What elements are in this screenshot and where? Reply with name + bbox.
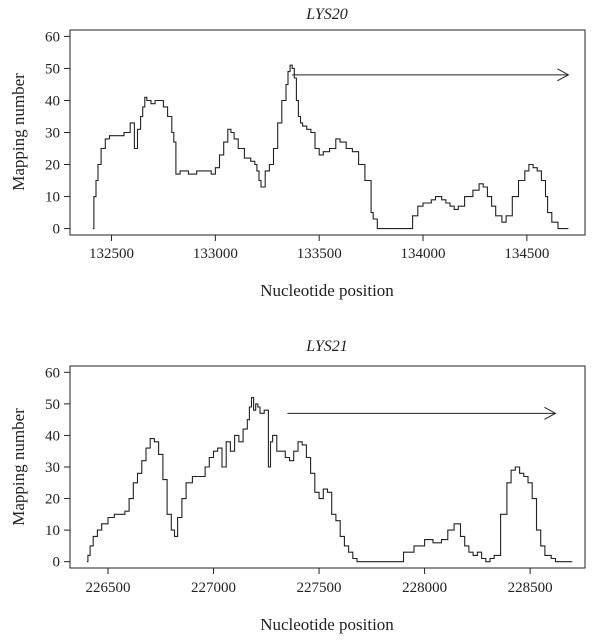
mapping-trace: [86, 397, 573, 563]
chart-panel-lys20: LYS20 Mapping number Nucleotide position…: [9, 6, 586, 300]
y-axis-label: Mapping number: [9, 73, 28, 191]
plot-frame: [69, 365, 586, 569]
y-tick-label: 20: [45, 158, 60, 174]
y-tick-label: 50: [45, 61, 60, 77]
y-tick-label: 50: [45, 397, 60, 413]
y-axis-label: Mapping number: [9, 408, 28, 526]
y-tick-label: 0: [53, 555, 61, 571]
x-tick-label: 133000: [193, 246, 238, 262]
y-tick-label: 10: [45, 523, 60, 539]
x-tick-label: 134000: [401, 246, 446, 262]
x-tick-label: 133500: [297, 246, 342, 262]
y-tick-label: 30: [45, 126, 60, 142]
x-tick-label: 227500: [297, 580, 342, 596]
y-tick-label: 20: [45, 492, 60, 508]
x-axis-label: Nucleotide position: [260, 615, 394, 634]
y-tick-label: 60: [45, 365, 60, 381]
x-tick-label: 132500: [89, 246, 134, 262]
y-tick-label: 40: [45, 428, 60, 444]
y-tick-label: 0: [53, 222, 61, 238]
y-tick-label: 30: [45, 460, 60, 476]
mapping-trace: [92, 64, 569, 230]
chart-panel-lys21: LYS21 Mapping number Nucleotide position…: [9, 338, 586, 634]
plot-frame: [69, 29, 586, 236]
x-axis-label: Nucleotide position: [260, 281, 394, 300]
y-tick-label: 10: [45, 190, 60, 206]
x-tick-label: 226500: [85, 580, 130, 596]
direction-arrow-head: [557, 68, 570, 82]
direction-arrow-head: [544, 406, 557, 420]
x-tick-label: 228500: [508, 580, 553, 596]
y-tick-label: 60: [45, 29, 60, 45]
chart-title: LYS20: [305, 6, 347, 23]
chart-title: LYS21: [305, 338, 347, 355]
x-tick-label: 227000: [191, 580, 236, 596]
x-tick-label: 228000: [402, 580, 447, 596]
y-tick-label: 40: [45, 93, 60, 109]
x-tick-label: 134500: [504, 246, 549, 262]
